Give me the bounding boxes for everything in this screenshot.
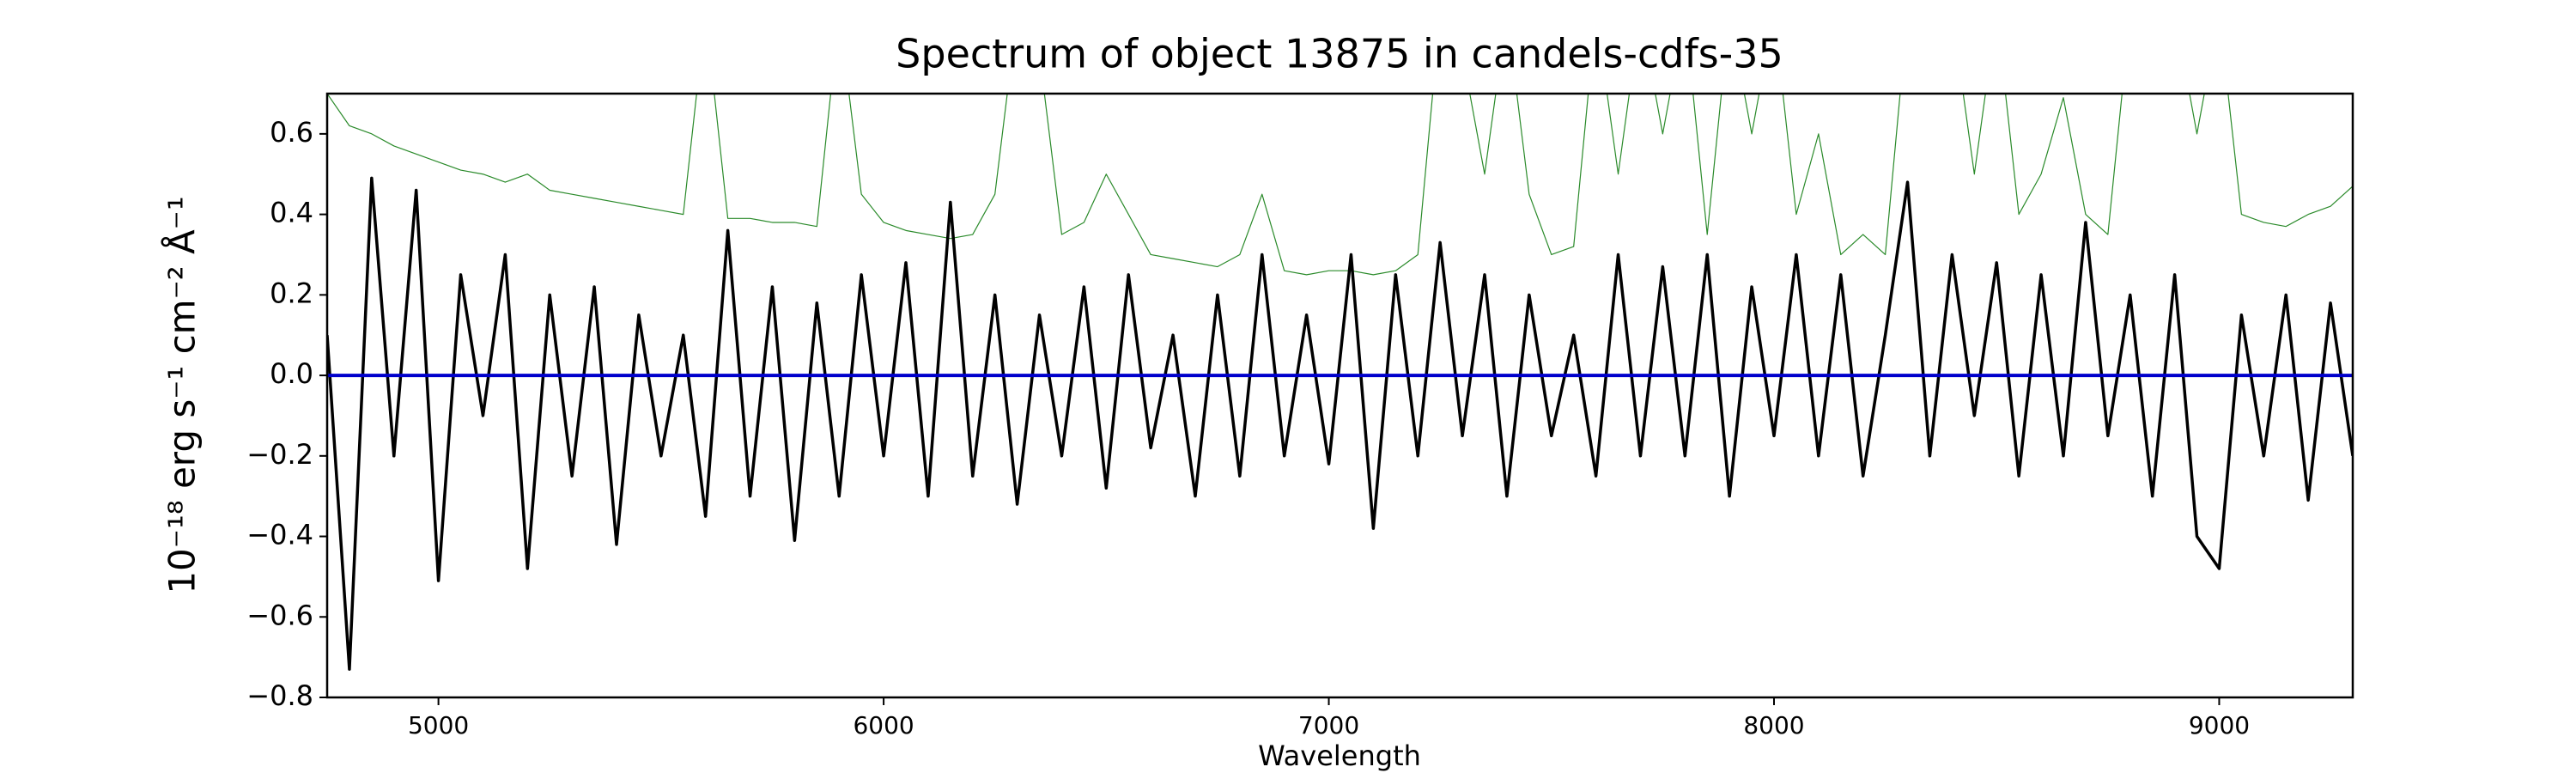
x-tick-label: 8000 xyxy=(1743,711,1804,740)
y-tick-label: −0.8 xyxy=(246,679,313,712)
y-tick-label: −0.4 xyxy=(246,519,313,551)
series-line xyxy=(327,176,2353,671)
series-line xyxy=(327,94,2353,276)
y-tick-label: −0.2 xyxy=(246,438,313,471)
y-tick-label: 0.0 xyxy=(270,357,313,390)
y-tick-label: 0.2 xyxy=(270,277,313,309)
plot-lines xyxy=(327,94,2353,671)
y-tick-label: 0.6 xyxy=(270,116,313,149)
y-tick-label: 0.4 xyxy=(270,197,313,229)
plot-frame xyxy=(325,92,2354,699)
x-axis-label: Wavelength xyxy=(1258,740,1421,772)
y-tick-label: −0.6 xyxy=(246,599,313,631)
x-tick-label: 6000 xyxy=(853,711,914,740)
x-tick-label: 5000 xyxy=(408,711,469,740)
x-tick-label: 9000 xyxy=(2189,711,2250,740)
x-tick-label: 7000 xyxy=(1298,711,1359,740)
y-axis-label: 10⁻¹⁸ erg s⁻¹ cm⁻² Å⁻¹ xyxy=(161,196,204,593)
chart-title: Spectrum of object 13875 in candels-cdfs… xyxy=(896,31,1783,77)
